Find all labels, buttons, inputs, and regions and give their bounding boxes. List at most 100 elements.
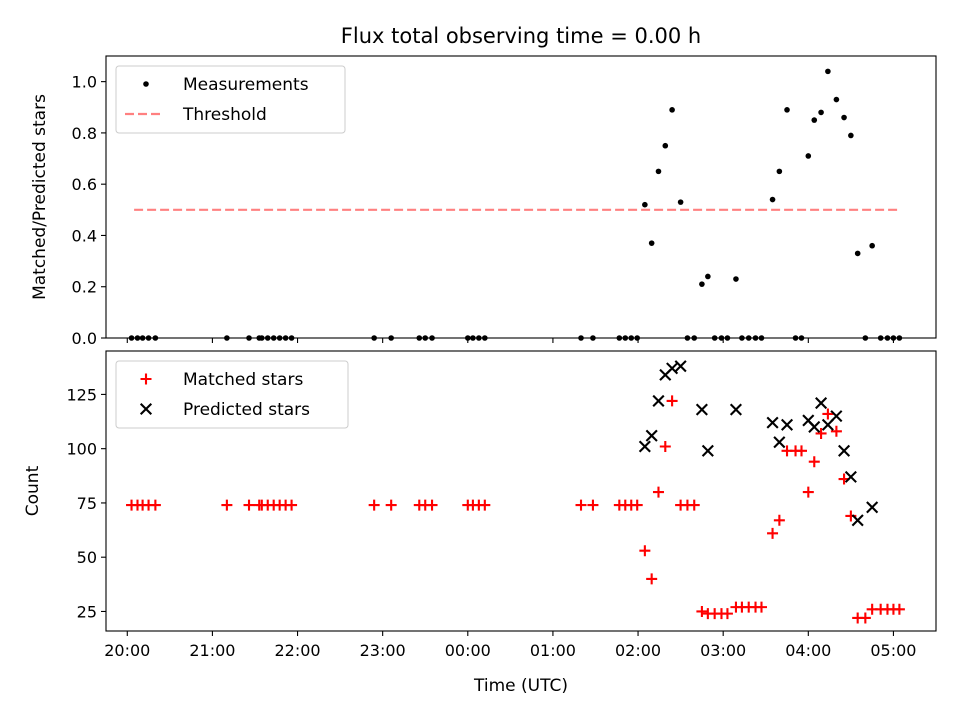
data-point (666, 362, 679, 375)
data-point (677, 199, 684, 205)
data-point (784, 107, 790, 113)
data-point (221, 499, 233, 511)
data-point (646, 573, 658, 585)
y-tick-label: 1.0 (72, 73, 97, 92)
top-ylabel-wrap: Matched/Predicted stars (30, 94, 50, 300)
data-point (669, 107, 675, 113)
bottom-axes-frame (105, 350, 937, 632)
x-tick-label: 00:00 (445, 641, 491, 660)
data-point (385, 499, 397, 511)
bottom-axes: 25 50 75 100 125 20:00 21:00 22:00 23:00 00:00 01:… (66, 350, 937, 660)
x-tick-label: 20:00 (104, 641, 150, 660)
data-point (893, 603, 905, 615)
data-point (638, 440, 651, 453)
data-point (869, 242, 875, 249)
data-point (825, 68, 831, 75)
x-tick-label: 23:00 (360, 641, 406, 660)
legend-box (115, 65, 346, 134)
data-point (733, 276, 739, 282)
data-point (652, 394, 665, 407)
bottom-marks (126, 360, 905, 624)
x-axis-label: Time (UTC) (473, 676, 568, 696)
bottom-ylabel-wrap: Count (23, 465, 43, 516)
y-tick-label: 0.2 (72, 278, 97, 297)
data-point (699, 281, 705, 287)
data-point (795, 445, 807, 457)
data-point (695, 403, 708, 416)
top-y-axis-label: Matched/Predicted stars (30, 94, 50, 300)
data-point (766, 416, 779, 429)
data-point (808, 456, 820, 468)
data-point (854, 250, 861, 257)
data-point (848, 132, 854, 139)
data-point (830, 425, 842, 437)
data-point (655, 168, 662, 175)
data-point (479, 499, 491, 511)
legend-entry: Measurements (143, 75, 309, 95)
legend-marker (143, 81, 149, 87)
data-point (859, 612, 871, 624)
y-tick-label: 0.8 (72, 124, 97, 143)
data-point (866, 501, 879, 514)
data-point (822, 408, 834, 420)
bottom-series-predicted-stars (638, 360, 879, 527)
y-tick-label: 0.4 (72, 226, 97, 245)
bottom-panel: Count 25 50 75 100 125 20:00 21:00 22:00 23:00 00… (23, 350, 937, 696)
bottom-series-matched-stars (126, 395, 905, 624)
data-point (815, 427, 827, 439)
y-tick-label: 50 (77, 548, 97, 567)
data-point (851, 514, 864, 527)
x-tick-label: 21:00 (189, 641, 235, 660)
legend-entry: Threshold (125, 105, 267, 125)
data-point (838, 444, 851, 457)
data-point (776, 168, 783, 175)
legend-label: Measurements (183, 75, 309, 95)
legend-entry: Matched stars (140, 370, 303, 390)
y-tick-label: 100 (66, 440, 97, 459)
data-point (833, 96, 840, 103)
data-point (773, 436, 786, 449)
x-tick-label: 05:00 (870, 641, 916, 660)
data-point (802, 486, 814, 498)
chart-title: Flux total observing time = 0.00 h (341, 24, 701, 48)
y-tick-label: 0.0 (72, 329, 97, 348)
bottom-y-axis-label: Count (23, 465, 43, 516)
data-point (811, 117, 818, 123)
data-point (645, 429, 658, 442)
bottom-legend: Matched stars Predicted stars (115, 360, 349, 429)
data-point (701, 444, 714, 457)
data-point (808, 420, 821, 434)
data-point (705, 273, 711, 280)
x-tick-label: 04:00 (785, 641, 831, 660)
legend-entry: Predicted stars (139, 400, 310, 420)
data-point (841, 114, 847, 121)
data-point (729, 403, 742, 416)
data-point (805, 153, 812, 159)
data-point (648, 240, 655, 246)
data-point (773, 514, 785, 526)
data-point (575, 499, 587, 511)
legend-marker (140, 373, 152, 385)
data-point (767, 527, 779, 539)
data-point (642, 201, 648, 208)
y-tick-label: 25 (77, 602, 97, 621)
data-point (830, 410, 843, 423)
data-point (639, 545, 651, 557)
data-point (652, 486, 664, 498)
data-point (721, 608, 733, 620)
data-point (666, 395, 678, 407)
top-legend: Measurements Threshold (115, 65, 346, 134)
data-point (659, 441, 671, 453)
data-point (662, 142, 669, 149)
data-point (755, 601, 767, 613)
data-point (780, 418, 794, 431)
data-point (844, 470, 857, 483)
legend-label: Threshold (182, 105, 267, 125)
data-point (688, 499, 700, 511)
legend-box (115, 360, 349, 429)
data-point (426, 499, 438, 511)
legend-label: Matched stars (183, 370, 303, 390)
data-point (696, 605, 708, 617)
data-point (243, 499, 255, 511)
data-point (368, 499, 380, 511)
